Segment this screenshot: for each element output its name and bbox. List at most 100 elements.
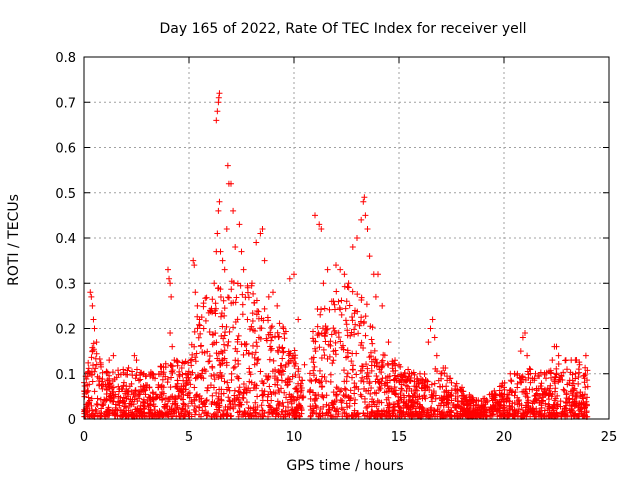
data-point — [136, 409, 143, 416]
data-point — [196, 411, 203, 418]
data-point — [286, 391, 293, 398]
data-point — [244, 284, 251, 291]
data-point — [147, 406, 154, 413]
data-point — [358, 378, 365, 385]
data-point — [563, 390, 570, 397]
data-point — [429, 316, 436, 323]
data-point — [215, 94, 222, 101]
data-point — [254, 393, 261, 400]
data-point — [292, 371, 299, 378]
data-point — [231, 363, 238, 370]
data-point — [88, 293, 95, 300]
data-point — [401, 413, 408, 420]
data-point — [351, 310, 358, 317]
data-point — [110, 352, 117, 359]
data-point — [216, 198, 223, 205]
data-point — [363, 387, 370, 394]
data-point — [522, 330, 528, 337]
data-point — [164, 411, 171, 418]
data-point — [106, 375, 113, 382]
data-point — [320, 394, 327, 401]
data-point — [152, 375, 159, 382]
data-point — [168, 374, 175, 381]
data-point — [555, 360, 562, 367]
data-point — [258, 325, 265, 332]
data-point — [438, 370, 445, 377]
data-point — [245, 404, 252, 411]
data-point — [228, 180, 234, 187]
data-point — [94, 395, 101, 402]
data-point — [260, 412, 267, 419]
data-point — [366, 253, 373, 260]
data-point — [335, 334, 342, 341]
data-point — [345, 280, 352, 287]
x-tick-label: 20 — [496, 430, 513, 445]
data-point — [224, 342, 231, 349]
data-point — [498, 402, 505, 409]
data-point — [235, 375, 242, 382]
data-point — [549, 404, 556, 411]
data-point — [519, 407, 526, 414]
data-point — [159, 410, 166, 417]
data-point — [368, 403, 375, 410]
data-point — [422, 376, 429, 383]
data-point — [527, 379, 534, 386]
data-point — [527, 366, 534, 373]
data-point — [151, 413, 158, 420]
data-point — [197, 343, 204, 350]
data-point — [208, 373, 215, 380]
data-point — [286, 275, 293, 282]
data-point — [422, 387, 429, 394]
data-point — [123, 404, 130, 411]
data-point — [522, 393, 529, 400]
data-point — [366, 378, 373, 385]
data-point — [127, 409, 134, 416]
data-point — [575, 380, 582, 387]
data-point — [212, 300, 219, 307]
data-point — [230, 404, 237, 411]
data-point — [529, 375, 536, 382]
data-point — [137, 369, 144, 376]
data-point — [380, 362, 387, 369]
data-point — [226, 387, 233, 394]
data-point — [248, 323, 255, 330]
data-point — [291, 347, 298, 354]
data-point — [361, 395, 368, 402]
data-point — [448, 379, 455, 386]
data-point — [321, 330, 328, 337]
data-point — [216, 386, 223, 393]
x-tick-label: 10 — [286, 430, 303, 445]
data-point — [575, 403, 582, 410]
data-point — [179, 359, 186, 366]
data-point — [391, 372, 398, 379]
data-point — [395, 398, 402, 405]
data-point — [343, 298, 350, 305]
data-point — [560, 369, 567, 376]
data-point — [94, 373, 101, 380]
data-point — [85, 387, 92, 394]
data-point — [461, 401, 468, 408]
data-point — [344, 370, 351, 377]
data-point — [576, 369, 583, 376]
grid-lines — [84, 57, 609, 419]
data-point — [580, 395, 587, 402]
y-tick-label: 0.5 — [55, 187, 76, 202]
data-point — [317, 311, 324, 318]
data-point — [150, 396, 157, 403]
data-point — [536, 373, 543, 380]
data-point — [422, 383, 429, 390]
data-point — [221, 355, 228, 362]
data-point — [93, 400, 100, 407]
data-point — [275, 334, 282, 341]
data-point — [401, 370, 408, 377]
data-point — [524, 352, 531, 359]
data-point — [580, 372, 587, 379]
data-point — [174, 404, 181, 411]
data-point — [341, 385, 348, 392]
data-point — [295, 316, 302, 323]
data-point — [564, 366, 570, 373]
data-point — [169, 343, 176, 350]
data-point — [543, 375, 549, 382]
data-point — [218, 348, 225, 355]
data-point — [253, 339, 260, 346]
